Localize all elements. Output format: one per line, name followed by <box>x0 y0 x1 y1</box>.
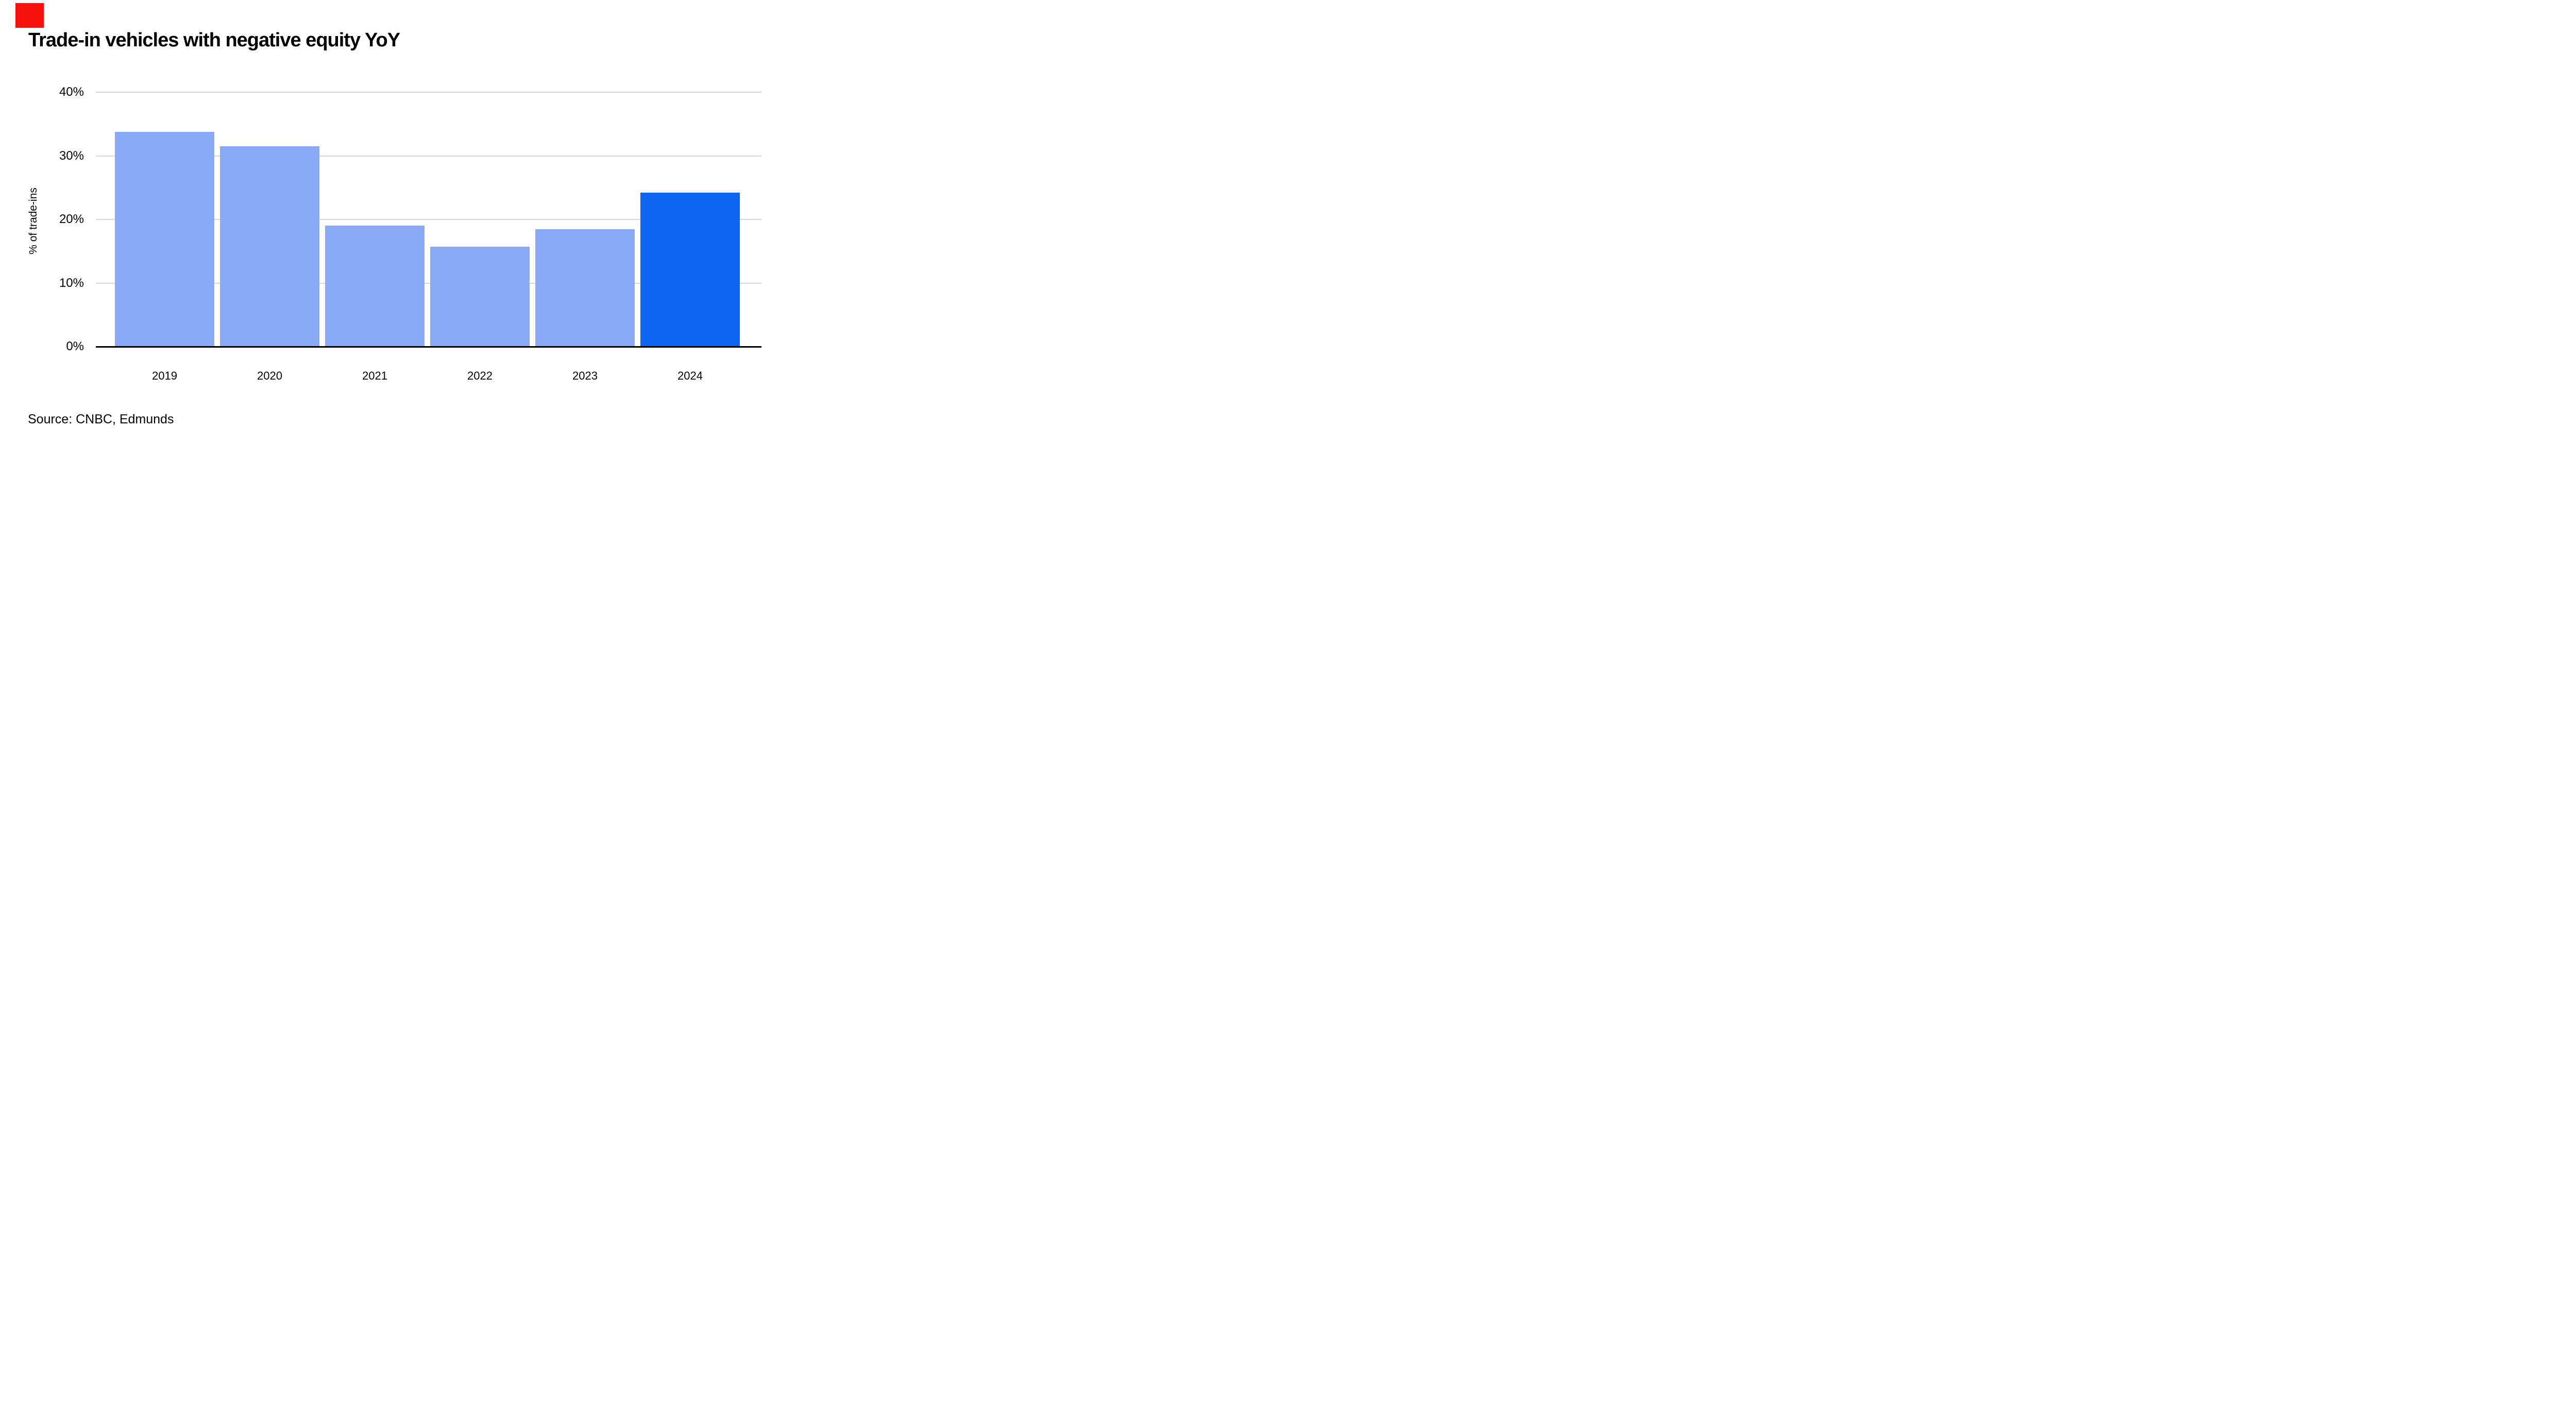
x-tick-label-2022: 2022 <box>467 369 493 382</box>
chart-title: Trade-in vehicles with negative equity Y… <box>28 29 400 51</box>
x-tick-label-2020: 2020 <box>257 369 282 382</box>
bar-2021 <box>325 226 425 347</box>
x-tick-label-2024: 2024 <box>677 369 703 382</box>
gridline-20 <box>96 219 761 220</box>
chart-figure: Trade-in vehicles with negative equity Y… <box>0 0 808 446</box>
bar-2022 <box>430 247 530 347</box>
bar-2020 <box>220 146 319 347</box>
x-axis-baseline <box>96 346 761 348</box>
bars-group <box>115 92 761 347</box>
bar-2019 <box>115 131 214 347</box>
x-tick-label-2021: 2021 <box>362 369 387 382</box>
y-tick-label-0: 0% <box>66 339 84 353</box>
y-tick-label-10: 10% <box>59 276 84 290</box>
x-tick-label-2023: 2023 <box>572 369 598 382</box>
plot-area <box>96 92 761 347</box>
bar-2023 <box>535 229 635 347</box>
gridline-10 <box>96 282 761 284</box>
x-tick-label-2019: 2019 <box>152 369 177 382</box>
y-tick-label-40: 40% <box>59 85 84 99</box>
y-tick-label-30: 30% <box>59 148 84 163</box>
bar-2024 <box>640 193 740 347</box>
gridline-40 <box>96 92 761 93</box>
brand-logo-square <box>15 3 44 28</box>
y-tick-label-20: 20% <box>59 212 84 226</box>
source-note: Source: CNBC, Edmunds <box>28 412 174 426</box>
gridline-30 <box>96 155 761 157</box>
x-axis-labels: 2019 2020 2021 2022 2023 2024 <box>115 369 761 383</box>
